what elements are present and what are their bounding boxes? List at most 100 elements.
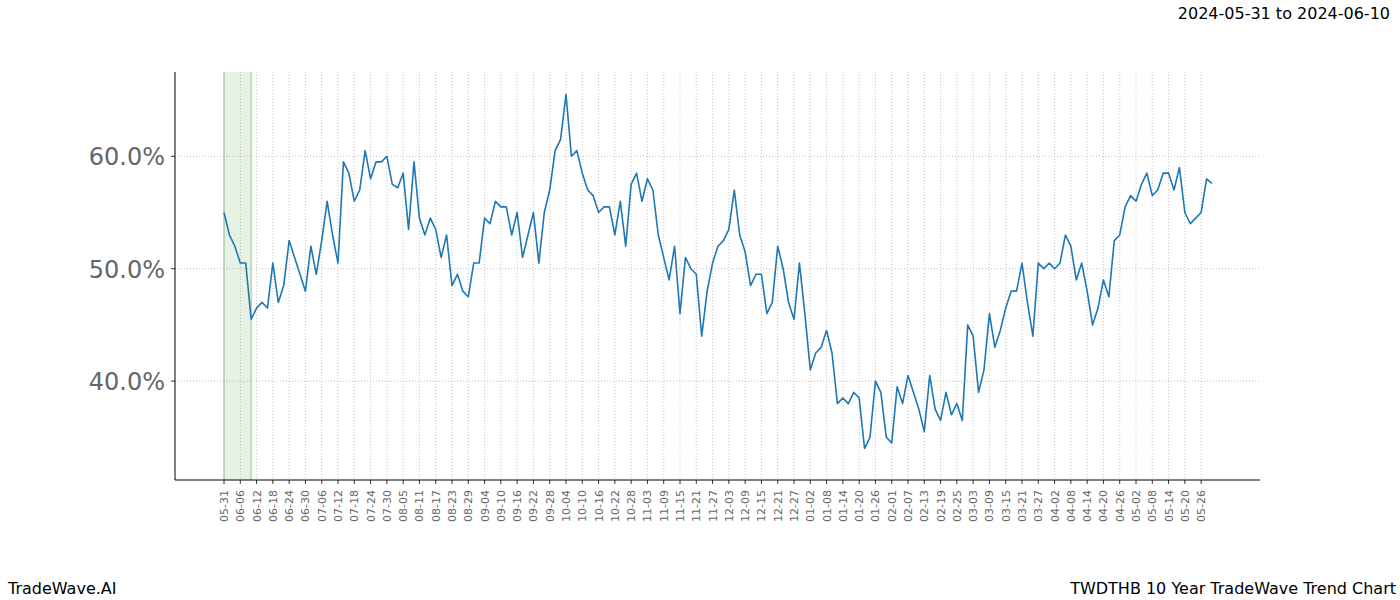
- x-tick-label: 11-21: [690, 490, 703, 522]
- x-tick: [647, 480, 648, 484]
- x-grid: [419, 72, 420, 480]
- x-grid: [745, 72, 746, 480]
- x-tick: [468, 480, 469, 484]
- x-tick: [272, 480, 273, 484]
- x-tick-label: 05-31: [218, 490, 231, 522]
- x-grid: [224, 72, 225, 480]
- trend-line: [224, 94, 1212, 448]
- x-grid: [468, 72, 469, 480]
- x-tick-label: 02-19: [935, 490, 948, 522]
- x-tick: [859, 480, 860, 484]
- x-tick-label: 03-21: [1016, 490, 1029, 522]
- x-grid: [435, 72, 436, 480]
- x-tick: [940, 480, 941, 484]
- x-tick-label: 01-14: [837, 490, 850, 522]
- x-tick: [924, 480, 925, 484]
- x-tick-label: 11-27: [707, 490, 720, 522]
- x-tick-label: 09-28: [544, 490, 557, 522]
- x-tick: [842, 480, 843, 484]
- x-tick: [1103, 480, 1104, 484]
- x-tick: [1070, 480, 1071, 484]
- y-grid: [175, 268, 1260, 269]
- x-tick-label: 10-04: [560, 490, 573, 522]
- x-tick-label: 02-01: [886, 490, 899, 522]
- x-grid: [500, 72, 501, 480]
- x-tick-label: 07-06: [316, 490, 329, 522]
- x-tick-label: 09-22: [527, 490, 540, 522]
- x-grid: [842, 72, 843, 480]
- x-tick-label: 11-09: [658, 490, 671, 522]
- y-tick-label: 60.0%: [89, 143, 165, 171]
- x-grid: [1054, 72, 1055, 480]
- x-tick: [452, 480, 453, 484]
- x-tick: [1054, 480, 1055, 484]
- x-tick: [696, 480, 697, 484]
- x-grid: [1087, 72, 1088, 480]
- x-grid: [973, 72, 974, 480]
- x-tick-label: 01-08: [821, 490, 834, 522]
- x-tick: [240, 480, 241, 484]
- x-tick-label: 10-16: [593, 490, 606, 522]
- x-tick: [403, 480, 404, 484]
- x-grid: [484, 72, 485, 480]
- x-grid: [321, 72, 322, 480]
- x-grid: [924, 72, 925, 480]
- x-grid: [1168, 72, 1169, 480]
- x-tick: [549, 480, 550, 484]
- x-tick-label: 08-29: [462, 490, 475, 522]
- x-tick: [745, 480, 746, 484]
- x-tick: [500, 480, 501, 484]
- x-grid: [1136, 72, 1137, 480]
- x-tick: [1201, 480, 1202, 484]
- x-grid: [582, 72, 583, 480]
- x-tick-label: 06-18: [267, 490, 280, 522]
- x-grid: [549, 72, 550, 480]
- x-grid: [1070, 72, 1071, 480]
- x-tick: [517, 480, 518, 484]
- x-tick: [728, 480, 729, 484]
- x-grid: [826, 72, 827, 480]
- x-tick-label: 02-07: [902, 490, 915, 522]
- y-tick: [171, 156, 175, 157]
- x-grid: [517, 72, 518, 480]
- highlight-edge: [224, 72, 225, 480]
- x-grid: [728, 72, 729, 480]
- x-grid: [614, 72, 615, 480]
- x-tick-label: 01-26: [869, 490, 882, 522]
- x-tick: [1022, 480, 1023, 484]
- x-tick-label: 06-24: [283, 490, 296, 522]
- x-tick-label: 12-21: [772, 490, 785, 522]
- x-tick: [826, 480, 827, 484]
- x-tick-label: 06-12: [251, 490, 264, 522]
- x-tick: [1152, 480, 1153, 484]
- chart: 05-3106-0606-1206-1806-2406-3007-0607-12…: [0, 0, 1400, 600]
- x-tick: [761, 480, 762, 484]
- x-tick: [435, 480, 436, 484]
- x-tick-label: 05-26: [1195, 490, 1208, 522]
- x-tick: [321, 480, 322, 484]
- x-grid: [680, 72, 681, 480]
- x-grid: [598, 72, 599, 480]
- plot-area: [224, 94, 1212, 448]
- x-tick-label: 05-02: [1130, 490, 1143, 522]
- x-grid: [370, 72, 371, 480]
- x-grid: [305, 72, 306, 480]
- x-tick: [777, 480, 778, 484]
- x-tick-label: 03-27: [1032, 490, 1045, 522]
- x-grid: [1005, 72, 1006, 480]
- x-grid: [354, 72, 355, 480]
- x-tick: [256, 480, 257, 484]
- x-tick: [338, 480, 339, 484]
- x-grid: [1201, 72, 1202, 480]
- highlight-edge: [251, 72, 252, 480]
- x-tick: [794, 480, 795, 484]
- x-tick-label: 07-18: [348, 490, 361, 522]
- x-tick: [1168, 480, 1169, 484]
- x-tick-label: 04-02: [1049, 490, 1062, 522]
- x-tick-label: 04-14: [1081, 490, 1094, 522]
- x-tick-label: 05-14: [1163, 490, 1176, 522]
- x-tick: [533, 480, 534, 484]
- x-tick-label: 12-27: [788, 490, 801, 522]
- x-tick-label: 10-22: [609, 490, 622, 522]
- x-grid: [810, 72, 811, 480]
